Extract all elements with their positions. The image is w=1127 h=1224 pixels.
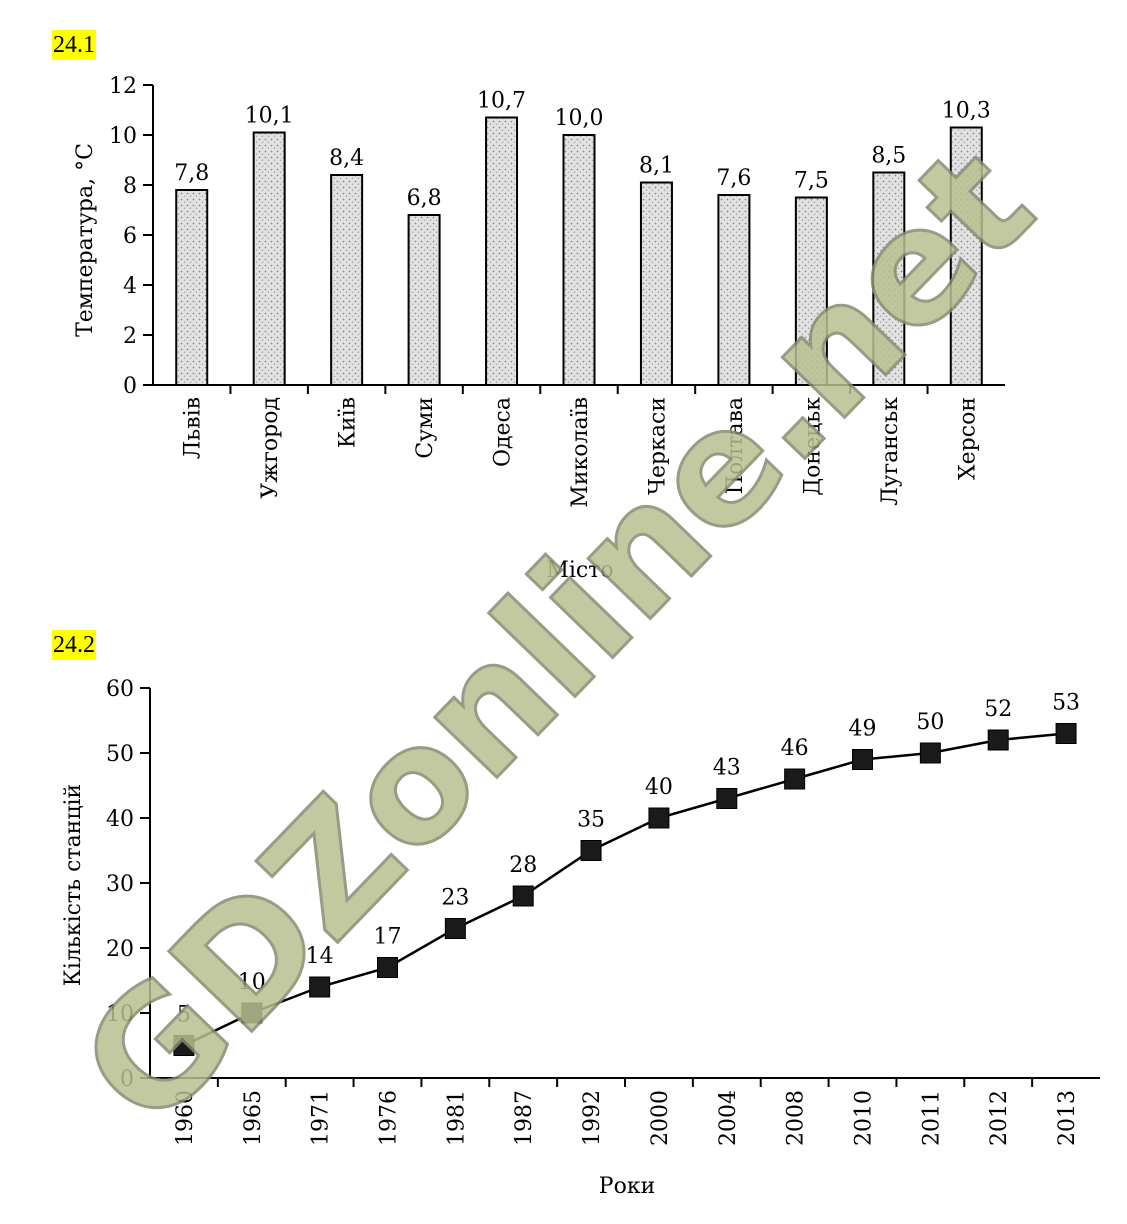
chart2-data-label: 28 xyxy=(509,853,537,878)
chart2-point-marker xyxy=(580,840,602,861)
chart2-data-label: 52 xyxy=(984,697,1012,722)
chart1-bar xyxy=(175,189,209,386)
chart1-data-label: 10,3 xyxy=(942,99,991,124)
chart2-year-label: 2011 xyxy=(919,1090,944,1146)
chart1-data-label: 10,7 xyxy=(477,89,526,114)
chart2-data-label: 46 xyxy=(781,736,809,761)
chart2-y-tick-label: 20 xyxy=(106,937,134,962)
chart1-bar xyxy=(949,126,983,386)
chart2-point-marker xyxy=(852,749,873,770)
chart2-data-label: 35 xyxy=(577,808,605,833)
chart1-bar xyxy=(717,194,751,386)
chart2-data-label: 10 xyxy=(238,970,266,995)
chart1-category-label: Львів xyxy=(181,397,206,459)
chart2-y-tick-label: 10 xyxy=(106,1002,134,1027)
chart2-year-label: 2004 xyxy=(716,1090,741,1146)
chart2-number-label: 24.2 xyxy=(52,630,96,660)
chart2-data-label: 5 xyxy=(177,1003,191,1028)
chart1-x-axis-label: Місто xyxy=(546,558,613,583)
chart1-bar xyxy=(330,174,364,386)
chart2-point-marker xyxy=(309,976,331,998)
chart1-category-label: Київ xyxy=(336,397,361,448)
chart1-y-tick-label: 8 xyxy=(123,174,137,199)
chart2-data-label: 14 xyxy=(306,944,334,969)
chart1-bar xyxy=(872,171,906,386)
chart2-point-marker xyxy=(241,1002,263,1024)
chart1-category-label: Черкаси xyxy=(645,397,670,495)
chart2-data-label: 23 xyxy=(441,886,469,911)
chart1-category-label: Донецьк xyxy=(800,397,825,496)
chart1-y-tick-label: 0 xyxy=(123,374,137,399)
chart1-data-label: 10,0 xyxy=(555,106,604,131)
temperature-bar-chart: 0 2 4 6 8 10 12 7,8 Львів 10,1 Ужгород 8,4 Київ 6,8 Су… xyxy=(73,74,1005,583)
chart2-year-label: 1971 xyxy=(309,1090,334,1146)
chart2-point-marker xyxy=(987,729,1009,751)
chart2-data-label: 43 xyxy=(713,756,741,781)
chart1-category-label: Луганськ xyxy=(878,397,903,506)
chart1-category-label: Миколаїв xyxy=(568,397,593,508)
chart1-y-axis-label: Температура, °С xyxy=(73,143,98,337)
chart1-bar xyxy=(485,116,519,386)
chart1-category-label: Ужгород xyxy=(258,397,283,499)
chart2-point-marker xyxy=(444,918,466,939)
chart2-year-label: 2008 xyxy=(784,1090,809,1146)
chart2-point-marker xyxy=(377,957,398,978)
chart2-year-label: 2013 xyxy=(1055,1090,1080,1146)
chart1-data-label: 7,5 xyxy=(794,169,829,194)
chart2-point-marker xyxy=(173,1035,195,1056)
chart2-data-label: 17 xyxy=(374,925,402,950)
chart2-x-axis-label: Роки xyxy=(599,1174,655,1199)
chart2-year-label: 1981 xyxy=(444,1090,469,1146)
chart1-y-tick-label: 12 xyxy=(109,74,137,99)
chart2-y-tick-label: 50 xyxy=(106,742,134,767)
chart1-data-label: 6,8 xyxy=(407,186,442,211)
chart2-year-label: 1987 xyxy=(512,1090,537,1146)
chart2-point-marker xyxy=(648,807,670,829)
chart1-y-tick-label: 6 xyxy=(123,224,137,249)
chart2-data-label: 53 xyxy=(1052,691,1080,716)
chart1-category-label: Полтава xyxy=(723,397,748,494)
chart2-point-marker xyxy=(716,788,738,809)
chart2-data-label: 49 xyxy=(849,717,877,742)
chart2-point-marker xyxy=(1055,723,1077,744)
chart1-category-label: Одеса xyxy=(491,397,516,467)
chart2-point-marker xyxy=(919,742,941,764)
chart2-y-tick-label: 30 xyxy=(106,872,134,897)
chart1-data-label: 7,8 xyxy=(174,161,209,186)
chart2-y-axis-label: Кількість станцій xyxy=(61,784,86,986)
chart1-category-label: Суми xyxy=(413,397,438,459)
chart2-year-label: 2010 xyxy=(852,1090,877,1146)
chart2-year-label: 1976 xyxy=(377,1090,402,1146)
chart2-y-tick-label: 0 xyxy=(120,1067,134,1092)
chart1-data-label: 7,6 xyxy=(716,166,751,191)
chart1-bar xyxy=(407,214,441,386)
chart1-bar xyxy=(639,181,673,386)
chart2-year-label: 1992 xyxy=(580,1090,605,1146)
chart2-year-label: 1960 xyxy=(173,1090,198,1146)
chart1-data-label: 8,1 xyxy=(639,154,674,179)
chart2-y-tick-label: 40 xyxy=(106,807,134,832)
chart2-year-label: 2012 xyxy=(987,1090,1012,1146)
chart1-y-tick-label: 2 xyxy=(123,324,137,349)
chart2-series-line xyxy=(183,732,1067,1047)
chart1-bar xyxy=(252,131,286,386)
chart1-y-tick-label: 4 xyxy=(123,274,137,299)
chart1-data-label: 8,5 xyxy=(871,144,906,169)
chart2-point-marker xyxy=(512,885,534,907)
chart1-bar xyxy=(562,134,596,386)
chart2-data-label: 40 xyxy=(645,775,673,800)
chart2-data-label: 50 xyxy=(916,710,944,735)
chart1-bar xyxy=(794,196,828,386)
chart1-y-tick-label: 10 xyxy=(109,124,137,149)
chart1-category-label: Херсон xyxy=(955,397,980,480)
chart2-year-label: 1965 xyxy=(241,1090,266,1146)
chart2-year-label: 2000 xyxy=(648,1090,673,1146)
chart1-data-label: 8,4 xyxy=(329,146,364,171)
chart2-y-tick-label: 60 xyxy=(106,677,134,702)
chart1-data-label: 10,1 xyxy=(245,104,294,129)
chart2-point-marker xyxy=(784,768,806,790)
chart1-number-label: 24.1 xyxy=(52,30,96,60)
